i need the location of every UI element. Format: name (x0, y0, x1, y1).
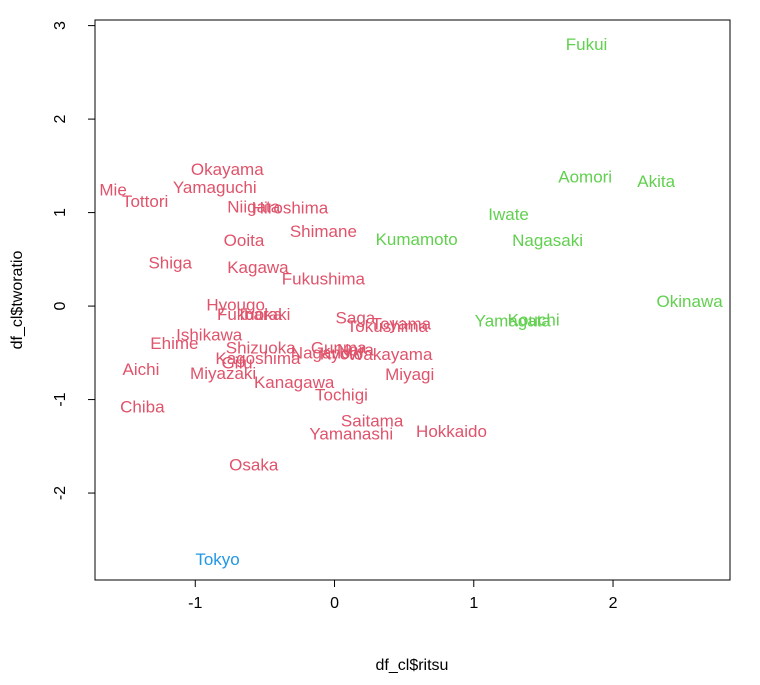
y-axis: -2 -1 0 1 2 3 (52, 21, 96, 500)
point-label: Wakayama (348, 345, 433, 364)
point-label: Aichi (123, 360, 160, 379)
y-axis-label: df_cl$tworatio (9, 251, 26, 350)
point-label: Nagano (291, 343, 351, 362)
point-label: Miyagi (385, 365, 434, 384)
point-label: Chiba (120, 398, 165, 417)
point-labels: Fukui Aomori Akita Iwate Kumamoto Nagasaki Oki… (99, 35, 723, 569)
point-label: Kanagawa (254, 373, 335, 392)
point-label: Aomori (558, 168, 612, 187)
point-label: Fukui (566, 35, 608, 54)
x-axis: -1 0 1 2 (188, 579, 618, 612)
point-label: Mie (99, 181, 126, 200)
x-axis-label: df_cl$ritsu (376, 657, 449, 674)
y-tick-label: -1 (52, 392, 69, 406)
point-label: Okayama (191, 160, 264, 179)
point-label: Shimane (290, 222, 357, 241)
point-label: Yamaguchi (173, 178, 257, 197)
point-label: Ooita (224, 231, 265, 250)
point-label: Kumamoto (376, 230, 458, 249)
point-label: Nagasaki (512, 231, 583, 250)
x-tick-label: 1 (469, 595, 478, 612)
point-label: Tokushima (347, 317, 429, 336)
y-tick-label: 1 (52, 208, 69, 217)
point-label: Gunma (311, 339, 367, 358)
point-label: Saitama (341, 412, 404, 431)
x-tick-label: 2 (609, 595, 618, 612)
point-label: Tochigi (315, 385, 368, 404)
point-label: Kagoshima (215, 349, 301, 368)
point-label: Nara (337, 341, 374, 360)
point-label: Shiga (148, 254, 192, 273)
point-label: Hokkaido (416, 422, 487, 441)
point-label: Gifu (221, 354, 252, 373)
x-tick-label: 0 (330, 595, 339, 612)
y-tick-label: 3 (52, 21, 69, 30)
y-tick-label: -2 (52, 486, 69, 500)
point-label: Saga (336, 309, 376, 328)
y-tick-label: 0 (52, 302, 69, 311)
point-label: Fukushima (282, 269, 366, 288)
point-label: Yamanashi (309, 425, 393, 444)
point-label: Tottori (122, 192, 168, 211)
point-label: Niigata (227, 197, 280, 216)
point-label: Kouchi (508, 311, 560, 330)
y-tick-label: 2 (52, 115, 69, 124)
point-label: Fukuoka (217, 305, 283, 324)
plot-box (94, 19, 731, 581)
point-label: Hyougo (206, 296, 265, 315)
point-label: Tokyo (195, 550, 239, 569)
point-label: Toyama (372, 314, 432, 333)
point-label: Ishikawa (176, 326, 243, 345)
point-label: Kagawa (227, 258, 289, 277)
point-label: Akita (637, 172, 675, 191)
point-label: Okinawa (657, 292, 724, 311)
point-label: Iwate (488, 205, 529, 224)
point-label: Miyazaki (190, 364, 256, 383)
point-label: Ibaraki (239, 305, 290, 324)
point-label: Shizuoka (226, 339, 296, 358)
point-label: Hiroshima (252, 198, 329, 217)
point-label: Yamagata (475, 312, 552, 331)
point-label: Osaka (229, 456, 279, 475)
point-label: Kyoto (320, 344, 363, 363)
point-label: Ehime (150, 334, 198, 353)
x-tick-label: -1 (188, 595, 202, 612)
